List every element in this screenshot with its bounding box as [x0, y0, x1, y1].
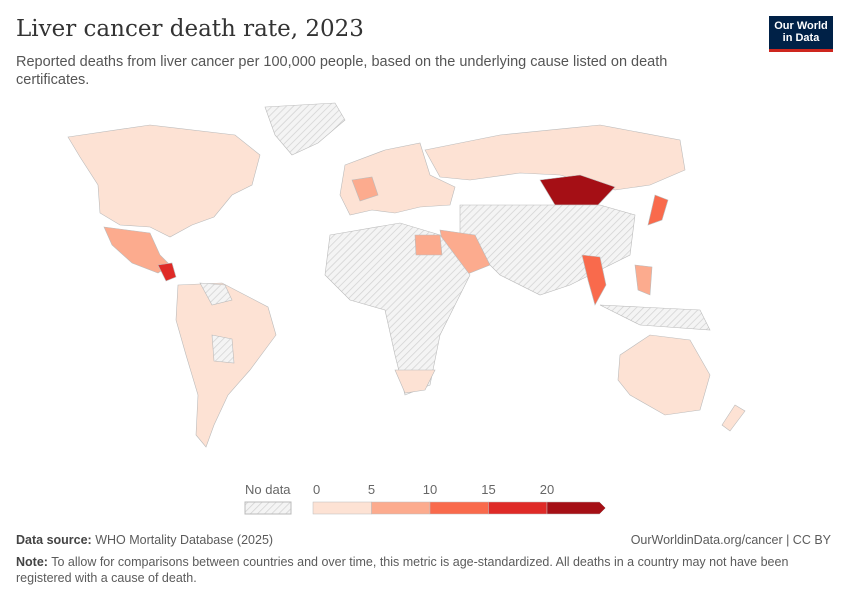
greenland[interactable] [264, 102, 346, 156]
asia-nodata[interactable] [459, 204, 636, 296]
legend-tick: 10 [423, 482, 437, 497]
philippines[interactable] [634, 264, 653, 296]
legend-tick: 0 [313, 482, 320, 497]
legend-bin-0-5[interactable] [312, 501, 372, 515]
data-source: Data source: WHO Mortality Database (202… [16, 533, 274, 547]
chart-subtitle: Reported deaths from liver cancer per 10… [16, 54, 668, 88]
egypt[interactable] [414, 234, 443, 256]
new-zealand[interactable] [721, 404, 746, 432]
legend-no-data-swatch [244, 501, 292, 515]
legend-bin-15-20[interactable] [488, 501, 548, 515]
source-text[interactable]: WHO Mortality Database (2025) [95, 533, 274, 547]
legend-tick: 15 [481, 482, 495, 497]
mongolia[interactable] [539, 174, 616, 206]
bolivia[interactable] [211, 334, 235, 364]
france[interactable] [351, 176, 379, 202]
central-america[interactable] [157, 262, 177, 282]
legend-tick: 5 [368, 482, 375, 497]
legend-tick: 20 [540, 482, 554, 497]
australia[interactable] [617, 334, 711, 416]
note: Note: To allow for comparisons between c… [16, 555, 789, 585]
legend-bin->20[interactable] [546, 501, 606, 515]
africa[interactable] [324, 222, 471, 396]
south-africa[interactable] [394, 369, 436, 394]
legend-bin-5-10[interactable] [371, 501, 431, 515]
japan[interactable] [647, 194, 669, 226]
thailand[interactable] [581, 254, 607, 306]
venezuela-guyana[interactable] [199, 282, 233, 306]
legend-bin-10-15[interactable] [429, 501, 489, 515]
source-url[interactable]: OurWorldinData.org/cancer | CC BY [630, 533, 831, 547]
north-america[interactable] [67, 124, 261, 238]
owid-logo[interactable]: Our World in Data [769, 16, 833, 52]
russia[interactable] [424, 124, 686, 191]
world-map [67, 102, 746, 448]
south-america[interactable] [175, 282, 277, 448]
legend-no-data-label: No data [245, 482, 291, 497]
chart-title: Liver cancer death rate, 2023 [16, 16, 364, 42]
indonesia[interactable] [599, 304, 711, 331]
